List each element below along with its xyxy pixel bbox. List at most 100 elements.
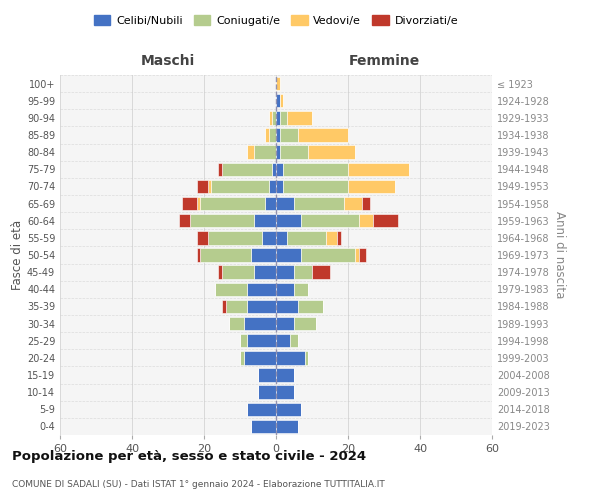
Bar [294,317,316,330]
Bar [265,128,269,141]
Bar [265,197,276,210]
Text: Femmine: Femmine [349,54,419,68]
Bar [197,197,200,210]
Bar [276,334,290,347]
Bar [276,368,294,382]
Bar [294,282,308,296]
Bar [269,180,276,193]
Bar [276,94,280,108]
Bar [240,334,247,347]
Bar [276,420,298,433]
Bar [247,402,276,416]
Bar [359,214,373,228]
Bar [269,128,276,141]
Bar [337,231,341,244]
Bar [200,197,265,210]
Bar [254,266,276,279]
Bar [290,334,298,347]
Legend: Celibi/Nubili, Coniugati/e, Vedovi/e, Divorziati/e: Celibi/Nubili, Coniugati/e, Vedovi/e, Di… [89,10,463,30]
Bar [276,162,283,176]
Bar [298,128,348,141]
Bar [276,77,280,90]
Bar [247,334,276,347]
Bar [244,317,276,330]
Bar [229,317,244,330]
Bar [283,162,348,176]
Bar [276,146,280,159]
Bar [208,231,262,244]
Bar [294,197,344,210]
Bar [200,248,251,262]
Bar [276,180,283,193]
Bar [326,231,337,244]
Bar [276,351,305,364]
Bar [215,282,247,296]
Bar [247,282,276,296]
Bar [276,317,294,330]
Bar [197,248,200,262]
Bar [254,146,276,159]
Bar [287,111,312,124]
Bar [247,146,254,159]
Bar [280,128,298,141]
Bar [287,231,326,244]
Bar [276,214,301,228]
Bar [348,180,395,193]
Text: Maschi: Maschi [141,54,195,68]
Bar [280,146,308,159]
Bar [312,266,330,279]
Bar [197,231,208,244]
Bar [280,111,287,124]
Bar [211,180,269,193]
Bar [262,231,276,244]
Y-axis label: Fasce di età: Fasce di età [11,220,24,290]
Bar [251,248,276,262]
Bar [276,111,280,124]
Bar [197,180,208,193]
Bar [218,162,222,176]
Bar [179,214,190,228]
Bar [240,351,244,364]
Bar [269,111,272,124]
Bar [276,402,301,416]
Text: COMUNE DI SADALI (SU) - Dati ISTAT 1° gennaio 2024 - Elaborazione TUTTITALIA.IT: COMUNE DI SADALI (SU) - Dati ISTAT 1° ge… [12,480,385,489]
Bar [305,351,308,364]
Bar [182,197,197,210]
Bar [283,180,348,193]
Bar [301,214,359,228]
Bar [298,300,323,313]
Bar [359,248,366,262]
Bar [373,214,398,228]
Bar [272,162,276,176]
Bar [355,248,359,262]
Bar [276,231,287,244]
Bar [276,266,294,279]
Bar [344,197,362,210]
Bar [308,146,355,159]
Bar [276,128,280,141]
Bar [301,248,355,262]
Bar [247,300,276,313]
Bar [362,197,370,210]
Bar [276,386,294,399]
Bar [276,282,294,296]
Bar [348,162,409,176]
Bar [280,94,283,108]
Bar [190,214,254,228]
Bar [251,420,276,433]
Bar [272,111,276,124]
Bar [276,197,294,210]
Bar [244,351,276,364]
Bar [208,180,211,193]
Bar [218,266,222,279]
Bar [254,214,276,228]
Bar [222,266,254,279]
Bar [222,300,226,313]
Bar [294,266,312,279]
Y-axis label: Anni di nascita: Anni di nascita [553,212,566,298]
Bar [226,300,247,313]
Bar [276,300,298,313]
Bar [276,248,301,262]
Bar [258,386,276,399]
Text: Popolazione per età, sesso e stato civile - 2024: Popolazione per età, sesso e stato civil… [12,450,366,463]
